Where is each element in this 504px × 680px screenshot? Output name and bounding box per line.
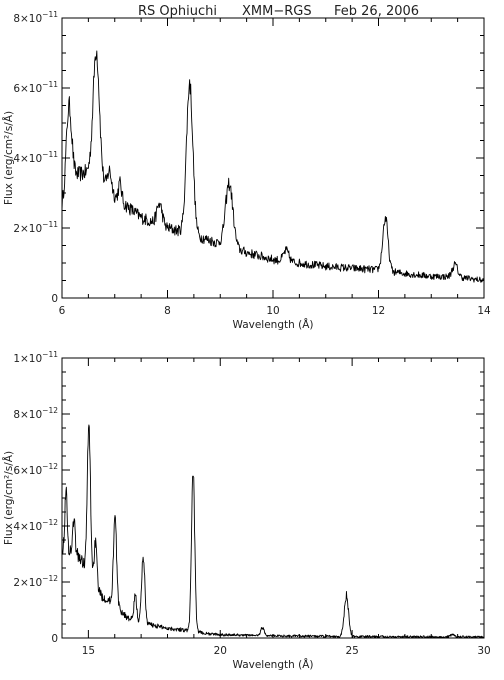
top-x-axis-title: Wavelength (Å) (232, 318, 313, 331)
top-x-tick-label: 12 (372, 305, 385, 317)
bottom-y-tick-label: 4×10−12 (13, 518, 58, 533)
bottom-x-ticks: 15 20 25 30 (61, 358, 491, 657)
top-y-tick-label: 8×10−11 (13, 10, 58, 25)
bottom-y-axis-title: Flux (erg/cm²/s/Å) (2, 451, 15, 545)
bottom-x-tick-label: 30 (477, 645, 490, 657)
top-y-ticks: 0 2×10−11 4×10−11 6×10−11 8×10−11 (13, 10, 484, 305)
bottom-x-tick-label: 15 (82, 645, 95, 657)
top-spectrum-line (61, 50, 485, 283)
bottom-x-tick-label: 25 (345, 645, 358, 657)
bottom-spectrum-line (61, 424, 485, 639)
bottom-y-ticks: 0 2×10−12 4×10−12 6×10−12 8×10−12 1×10−11 (13, 350, 484, 645)
title-object: RS Ophiuchi (138, 4, 217, 19)
bottom-x-axis-title: Wavelength (Å) (232, 658, 313, 671)
top-y-tick-label: 4×10−11 (13, 150, 58, 165)
bottom-y-tick-label: 8×10−12 (13, 406, 58, 421)
top-x-tick-label: 6 (59, 305, 66, 317)
title-date: Feb 26, 2006 (334, 4, 419, 19)
bottom-y-tick-label: 2×10−12 (13, 574, 58, 589)
top-plot-frame (61, 17, 485, 299)
bottom-spectrum-panel: 15 20 25 30 0 2×10−12 4×10−12 6×10−12 8×10−12 1×… (2, 350, 491, 671)
top-y-tick-label: 2×10−11 (13, 220, 58, 235)
top-y-tick-label: 6×10−11 (13, 80, 58, 95)
top-x-tick-label: 10 (266, 305, 279, 317)
title-instrument: XMM−RGS (242, 4, 312, 19)
bottom-y-tick-label: 6×10−12 (13, 462, 58, 477)
bottom-plot-frame (61, 357, 485, 639)
top-y-axis-title: Flux (erg/cm²/s/Å) (2, 111, 15, 205)
top-spectrum-panel: 6 8 10 12 14 0 2×10−11 4×10−11 6×10−11 8×10−11 W… (2, 10, 491, 331)
top-x-tick-label: 14 (477, 305, 491, 317)
top-y-tick-label: 0 (51, 293, 58, 305)
top-x-ticks: 6 8 10 12 14 (59, 18, 491, 317)
bottom-x-tick-label: 20 (214, 645, 227, 657)
top-x-tick-label: 8 (164, 305, 171, 317)
bottom-y-tick-label: 1×10−11 (13, 350, 58, 365)
bottom-y-tick-label: 0 (51, 633, 58, 645)
